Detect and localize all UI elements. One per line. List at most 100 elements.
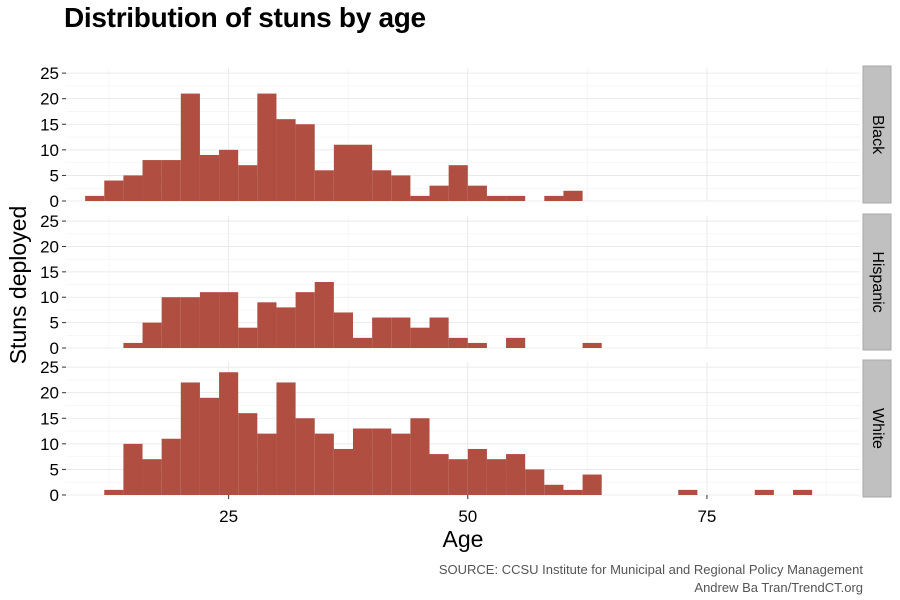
histogram-bar	[793, 489, 813, 495]
histogram-bar	[754, 489, 774, 495]
histogram-bar	[429, 454, 449, 495]
histogram-bar	[352, 144, 373, 201]
y-tick-label: 5	[50, 314, 59, 333]
histogram-bar	[199, 292, 220, 348]
chart-title: Distribution of stuns by age	[64, 2, 426, 33]
y-tick-label: 20	[40, 90, 59, 109]
y-tick-label: 20	[40, 384, 59, 403]
histogram-bar	[391, 317, 411, 348]
histogram-bar	[257, 93, 277, 201]
histogram-bar	[123, 443, 143, 495]
histogram-bar	[333, 312, 353, 348]
histogram-bar	[104, 489, 124, 495]
y-tick-label: 20	[40, 237, 59, 256]
histogram-bar	[180, 382, 200, 495]
histogram-bar	[563, 190, 583, 201]
histogram-bar	[333, 448, 353, 495]
histogram-bar	[276, 119, 296, 201]
histogram-bar	[372, 317, 392, 348]
histogram-bar	[582, 342, 602, 348]
histogram-bar	[276, 382, 296, 495]
facet-strip	[862, 65, 892, 204]
histogram-bar	[486, 459, 507, 495]
histogram-bar	[448, 459, 468, 495]
histogram-bar	[314, 170, 334, 201]
y-tick-label: 5	[50, 166, 59, 185]
histogram-bar	[467, 448, 487, 495]
x-axis-title: Age	[443, 526, 484, 552]
y-tick-label: 10	[40, 435, 59, 454]
histogram-bar	[448, 165, 468, 201]
histogram-bar	[238, 413, 258, 495]
y-tick-label: 0	[50, 486, 59, 505]
facet-strip-label: Hispanic	[869, 251, 886, 312]
facet-strip-label: White	[869, 408, 886, 449]
histogram-bar	[467, 185, 487, 201]
histogram-bar	[544, 484, 564, 495]
facet-strip	[862, 213, 892, 351]
histogram-bar	[467, 342, 487, 348]
histogram-bar	[448, 337, 468, 348]
histogram-bar	[199, 154, 220, 201]
histogram-bar	[506, 454, 526, 495]
histogram-bar	[563, 489, 583, 495]
histogram-bar	[257, 433, 277, 495]
histogram-bar	[295, 124, 315, 201]
histogram-bar	[142, 160, 162, 201]
histogram-bar	[525, 469, 545, 495]
histogram-bar	[180, 297, 200, 348]
y-tick-label: 25	[40, 64, 59, 83]
histogram-bar	[161, 438, 181, 495]
histogram-bar	[314, 433, 334, 495]
histogram-bar	[276, 307, 296, 348]
y-tick-label: 15	[40, 115, 59, 134]
histogram-bar	[257, 302, 277, 348]
histogram-bar	[429, 317, 449, 348]
histogram-bar	[352, 428, 373, 495]
histogram-bar	[142, 459, 162, 495]
histogram-bar	[104, 180, 124, 201]
y-tick-label: 10	[40, 288, 59, 307]
histogram-bar	[372, 170, 392, 201]
histogram-bar	[219, 149, 239, 201]
y-tick-label: 0	[50, 192, 59, 211]
histogram-bar	[582, 474, 602, 495]
histogram-bar	[85, 195, 105, 201]
facet-strip-label: Black	[869, 115, 886, 155]
histogram-bar	[161, 297, 181, 348]
histogram-bar	[410, 195, 430, 201]
y-tick-label: 0	[50, 339, 59, 358]
histogram-bar	[142, 322, 162, 348]
histogram-bar	[544, 195, 564, 201]
x-tick-label: 50	[458, 507, 477, 526]
histogram-bar	[410, 418, 430, 495]
y-tick-label: 5	[50, 460, 59, 479]
histogram-bar	[333, 144, 353, 201]
histogram-bar	[123, 342, 143, 348]
y-tick-label: 15	[40, 263, 59, 282]
histogram-bar	[314, 282, 334, 348]
histogram-bar	[486, 195, 507, 201]
histogram-bar	[372, 428, 392, 495]
histogram-bar	[219, 372, 239, 495]
histogram-bar	[295, 292, 315, 348]
histogram-bar	[199, 397, 220, 495]
histogram-bar	[352, 337, 373, 348]
x-tick-label: 75	[697, 507, 716, 526]
y-tick-label: 10	[40, 141, 59, 160]
histogram-bar	[123, 175, 143, 201]
histogram-bar	[238, 327, 258, 348]
histogram-bar	[391, 175, 411, 201]
y-tick-label: 25	[40, 358, 59, 377]
histogram-bar	[238, 165, 258, 201]
histogram-bar	[295, 418, 315, 495]
x-tick-label: 25	[219, 507, 238, 526]
histogram-bar	[219, 292, 239, 348]
y-tick-label: 15	[40, 409, 59, 428]
source-caption: SOURCE: CCSU Institute for Municipal and…	[438, 562, 863, 577]
histogram-bar	[180, 93, 200, 201]
histogram-bar	[506, 337, 526, 348]
histogram-bar	[678, 489, 698, 495]
histogram-bar	[391, 433, 411, 495]
